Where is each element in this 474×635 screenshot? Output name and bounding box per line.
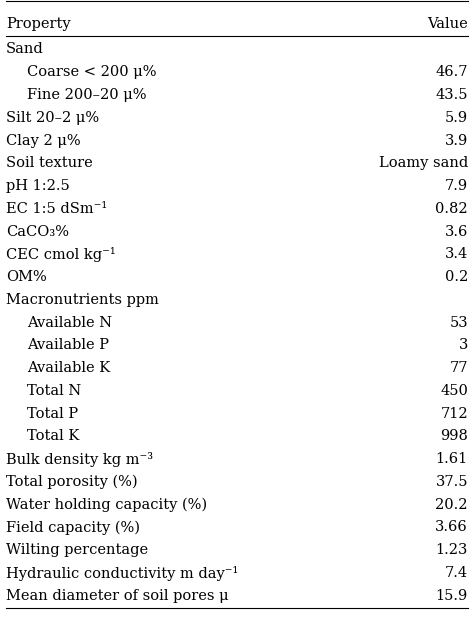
Text: Fine 200–20 μ%: Fine 200–20 μ%: [27, 88, 147, 102]
Text: Available P: Available P: [27, 338, 109, 352]
Text: Coarse < 200 μ%: Coarse < 200 μ%: [27, 65, 157, 79]
Text: 7.4: 7.4: [445, 566, 468, 580]
Text: 450: 450: [440, 384, 468, 398]
Text: Bulk density kg m⁻³: Bulk density kg m⁻³: [6, 452, 153, 467]
Text: Field capacity (%): Field capacity (%): [6, 521, 140, 535]
Text: Total porosity (%): Total porosity (%): [6, 475, 138, 490]
Text: Sand: Sand: [6, 43, 44, 57]
Text: 46.7: 46.7: [436, 65, 468, 79]
Text: 3.4: 3.4: [445, 247, 468, 262]
Text: 20.2: 20.2: [436, 498, 468, 512]
Text: Value: Value: [427, 17, 468, 31]
Text: 77: 77: [449, 361, 468, 375]
Text: 15.9: 15.9: [436, 589, 468, 603]
Text: 712: 712: [440, 406, 468, 420]
Text: 1.23: 1.23: [436, 543, 468, 557]
Text: 3.6: 3.6: [445, 225, 468, 239]
Text: Soil texture: Soil texture: [6, 156, 93, 170]
Text: EC 1:5 dSm⁻¹: EC 1:5 dSm⁻¹: [6, 202, 107, 216]
Text: Loamy sand: Loamy sand: [379, 156, 468, 170]
Text: Wilting percentage: Wilting percentage: [6, 543, 148, 557]
Text: 998: 998: [440, 429, 468, 443]
Text: Clay 2 μ%: Clay 2 μ%: [6, 133, 81, 147]
Text: 0.2: 0.2: [445, 270, 468, 284]
Text: Hydraulic conductivity m day⁻¹: Hydraulic conductivity m day⁻¹: [6, 566, 238, 581]
Text: 37.5: 37.5: [436, 475, 468, 489]
Text: Property: Property: [6, 17, 71, 31]
Text: 1.61: 1.61: [436, 452, 468, 466]
Text: Available K: Available K: [27, 361, 110, 375]
Text: Mean diameter of soil pores μ: Mean diameter of soil pores μ: [6, 589, 229, 603]
Text: 0.82: 0.82: [435, 202, 468, 216]
Text: 43.5: 43.5: [436, 88, 468, 102]
Text: CEC cmol kg⁻¹: CEC cmol kg⁻¹: [6, 247, 116, 262]
Text: 3.66: 3.66: [435, 521, 468, 535]
Text: Water holding capacity (%): Water holding capacity (%): [6, 498, 207, 512]
Text: Total N: Total N: [27, 384, 82, 398]
Text: 5.9: 5.9: [445, 110, 468, 124]
Text: 3.9: 3.9: [445, 133, 468, 147]
Text: Total K: Total K: [27, 429, 80, 443]
Text: CaCO₃%: CaCO₃%: [6, 225, 69, 239]
Text: 3: 3: [458, 338, 468, 352]
Text: pH 1:2.5: pH 1:2.5: [6, 179, 70, 193]
Text: Silt 20–2 μ%: Silt 20–2 μ%: [6, 110, 99, 124]
Text: Available N: Available N: [27, 316, 112, 330]
Text: OM%: OM%: [6, 270, 47, 284]
Text: 7.9: 7.9: [445, 179, 468, 193]
Text: Macronutrients ppm: Macronutrients ppm: [6, 293, 159, 307]
Text: Total P: Total P: [27, 406, 78, 420]
Text: 53: 53: [449, 316, 468, 330]
